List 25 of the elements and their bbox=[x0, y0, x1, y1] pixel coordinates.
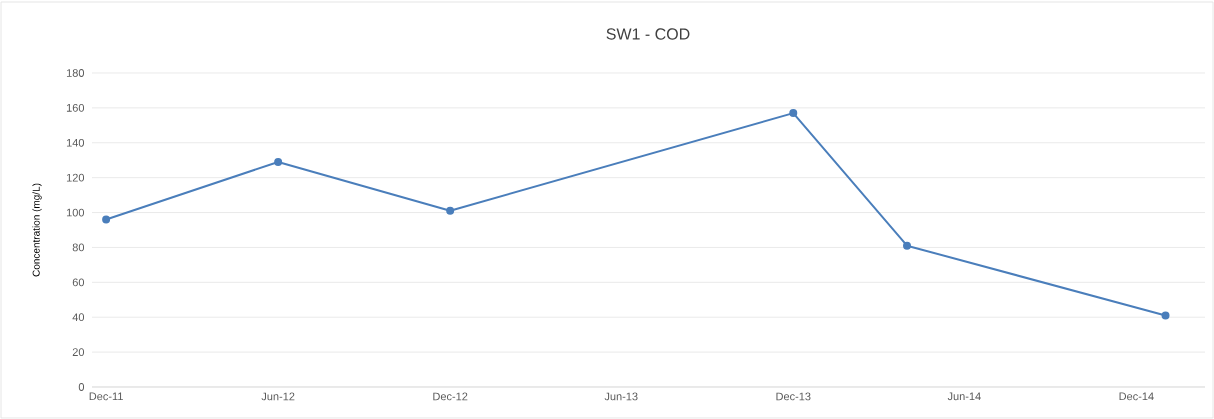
y-axis-title: Concentration (mg/L) bbox=[32, 183, 42, 277]
point bbox=[102, 215, 111, 224]
x-tick-label: Jun-14 bbox=[947, 392, 981, 401]
y-tick-label: 160 bbox=[66, 104, 85, 112]
point bbox=[446, 206, 455, 215]
y-tick-label: 60 bbox=[72, 278, 85, 287]
chart-title: SW1 - COD bbox=[606, 28, 690, 40]
x-tick-label: Jun-12 bbox=[261, 392, 295, 401]
x-tick-label: Jun-13 bbox=[604, 392, 638, 401]
y-tick-label: 40 bbox=[72, 313, 85, 322]
point bbox=[1161, 311, 1170, 320]
y-tick-label: 80 bbox=[72, 243, 85, 252]
y-tick-label: 180 bbox=[66, 69, 85, 77]
x-tick-label: Dec-14 bbox=[1119, 392, 1154, 401]
x-tick-label: Dec-12 bbox=[433, 392, 468, 401]
y-tick-label: 20 bbox=[72, 348, 85, 356]
y-tick-label: 100 bbox=[66, 208, 85, 217]
y-tick-label: 120 bbox=[66, 173, 85, 182]
point bbox=[789, 109, 798, 118]
x-tick-label: Dec-11 bbox=[89, 392, 123, 401]
y-tick-label: 140 bbox=[66, 138, 85, 147]
point bbox=[903, 241, 912, 250]
x-tick-label: Dec-13 bbox=[776, 392, 811, 401]
y-tick-label: 0 bbox=[78, 383, 85, 391]
point bbox=[274, 157, 283, 166]
